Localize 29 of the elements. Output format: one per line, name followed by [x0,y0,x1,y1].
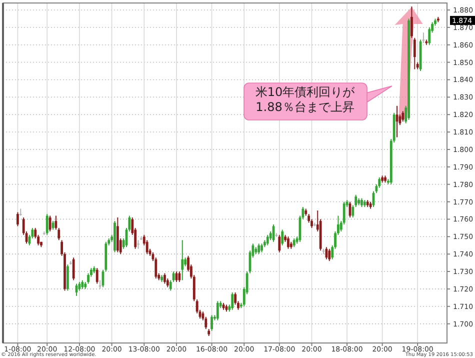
candlestick [266,234,269,246]
candlestick [54,215,58,230]
callout: 米10年債利回りが 1.88％台まで上昇 [244,82,392,120]
candlestick [328,248,331,262]
candlestick [46,213,48,236]
candlestick [181,240,184,281]
candlestick [278,234,281,253]
candlestick [96,268,98,284]
candlestick [216,300,219,321]
candlestick [16,212,19,227]
candlestick [210,314,213,332]
candlestick [410,6,413,38]
candlestick [402,110,404,122]
candlestick [354,194,358,208]
candlestick [325,246,328,260]
candlestick [287,236,290,250]
candlestick [178,271,181,282]
candlestick [164,272,166,284]
candlestick [66,264,69,292]
candlestick [169,280,172,292]
candlestick [352,204,354,218]
candlestick [231,292,234,310]
candlestick [137,240,140,250]
candlestick [58,227,60,241]
candlestick [258,243,260,255]
candlestick [72,257,75,281]
candlestick [281,229,284,246]
candlestick [413,37,416,70]
annotation: 米10年債利回りが 1.88％台まで上昇 [255,85,356,114]
